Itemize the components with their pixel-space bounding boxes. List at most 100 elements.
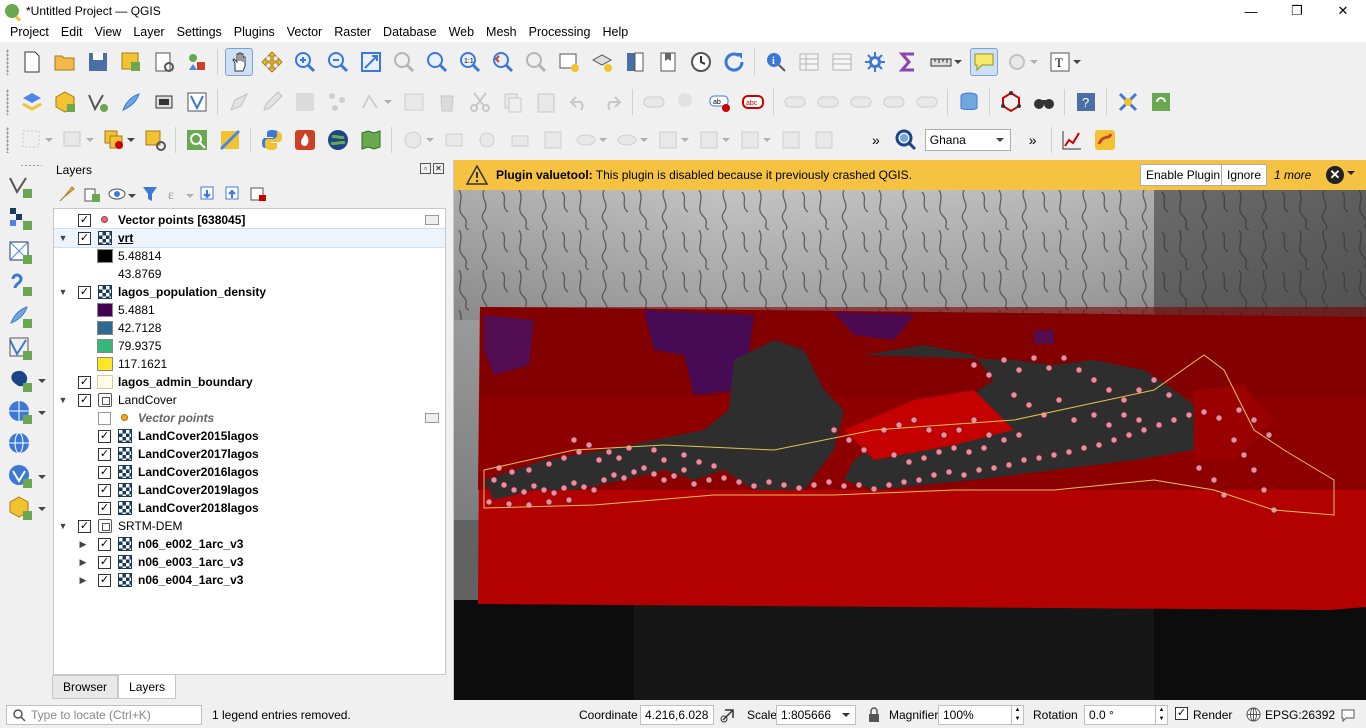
style-manager-icon[interactable] (184, 49, 210, 75)
menu-project[interactable]: Project (10, 25, 49, 39)
settings-cog-icon[interactable] (1004, 49, 1038, 75)
menu-processing[interactable]: Processing (528, 25, 591, 39)
field-calculator-icon[interactable] (217, 127, 243, 153)
topology-checker-icon[interactable] (998, 89, 1024, 115)
menu-view[interactable]: View (94, 25, 122, 39)
collapse-all-icon[interactable] (222, 183, 244, 205)
pin-labels-icon[interactable] (674, 89, 700, 115)
zoom-to-selection-icon[interactable] (391, 49, 417, 75)
filter-by-expression-icon[interactable]: ε (164, 183, 194, 205)
more-messages-link[interactable]: 1 more (1274, 168, 1312, 182)
toggle-editing-icon[interactable] (259, 89, 285, 115)
open-attribute-table-icon[interactable] (796, 49, 822, 75)
expand-arrow-icon[interactable]: ▼ (58, 287, 68, 297)
label-properties-icon[interactable] (914, 89, 940, 115)
add-feature-icon[interactable] (325, 89, 351, 115)
add-mesh-icon[interactable] (184, 89, 210, 115)
offset-curve-icon[interactable] (540, 127, 566, 153)
layer-n06-e003[interactable]: ▶ ✓ n06_e003_1arc_v3 (54, 553, 445, 571)
close-message-icon[interactable]: ✕ (1326, 166, 1344, 184)
add-spatialite-icon[interactable] (6, 302, 34, 330)
open-layer-styling-icon[interactable] (56, 183, 78, 205)
redo-icon[interactable] (599, 89, 625, 115)
label-style-icon[interactable]: abc (740, 89, 766, 115)
add-delimited-text-icon[interactable] (6, 270, 34, 298)
new-map-view-icon[interactable] (556, 49, 582, 75)
layer-landcover2016[interactable]: ✓ LandCover2016lagos (54, 463, 445, 481)
new-3d-map-icon[interactable] (589, 49, 615, 75)
zoom-native-resolution-icon[interactable]: 1:1 (457, 49, 483, 75)
layer-visibility-checkbox[interactable] (98, 411, 111, 425)
fill-ring-icon[interactable] (696, 127, 730, 153)
plugin-fire-icon[interactable] (292, 127, 318, 153)
menu-database[interactable]: Database (383, 25, 437, 39)
crs-label[interactable]: EPSG:26392 (1265, 708, 1336, 722)
open-project-icon[interactable] (52, 49, 78, 75)
new-spatialite-icon[interactable] (118, 89, 144, 115)
scale-field[interactable]: 1:805666 (776, 705, 856, 725)
layer-n06-e004[interactable]: ▶ ✓ n06_e004_1arc_v3 (54, 571, 445, 589)
menu-layer[interactable]: Layer (133, 25, 165, 39)
label-tool-icon[interactable] (641, 89, 667, 115)
new-virtual-layer-icon[interactable] (151, 89, 177, 115)
globe-plugin-icon[interactable] (325, 127, 351, 153)
bookmark-icon[interactable] (622, 49, 648, 75)
expand-all-icon[interactable] (197, 183, 219, 205)
refresh-icon[interactable] (721, 49, 747, 75)
locator-search-icon[interactable] (184, 127, 210, 153)
locator-search-icon[interactable] (893, 127, 919, 153)
embedded-widget-icon[interactable] (425, 413, 439, 423)
add-geopackage-icon[interactable] (6, 494, 46, 522)
minimize-button[interactable]: — (1244, 3, 1258, 19)
layer-landcover2018[interactable]: ✓ LandCover2018lagos (54, 499, 445, 517)
db-manager-icon[interactable] (956, 89, 982, 115)
menu-web[interactable]: Web (448, 25, 475, 39)
show-hide-labels-icon[interactable] (881, 89, 907, 115)
collapse-arrow-icon[interactable]: ▶ (79, 574, 87, 585)
digitize-shape-icon[interactable] (400, 127, 434, 153)
close-window-button[interactable]: ✕ (1337, 3, 1349, 18)
rotation-field[interactable]: 0.0 ° ▲ ▼ (1084, 705, 1168, 725)
zoom-next-icon[interactable] (523, 49, 549, 75)
save-project-icon[interactable] (85, 49, 111, 75)
deselect-features-icon[interactable] (101, 127, 135, 153)
enable-plugin-button[interactable]: Enable Plugin (1140, 164, 1227, 186)
split-features-icon[interactable] (474, 127, 500, 153)
group-srtm-dem[interactable]: ▼ ✓ SRTM-DEM (54, 517, 445, 535)
layer-vector-points-disabled[interactable]: Vector points (54, 409, 445, 427)
plugin-reload-icon[interactable] (1148, 89, 1174, 115)
select-by-value-icon[interactable] (60, 127, 94, 153)
layer-visibility-checkbox[interactable]: ✓ (78, 375, 91, 389)
new-geopackage-icon[interactable] (52, 89, 78, 115)
add-vector-layer-icon[interactable] (6, 172, 34, 200)
text-annotation-icon[interactable]: T (1047, 49, 1081, 75)
reshape-icon[interactable] (441, 127, 467, 153)
map-plugin-icon[interactable] (358, 127, 384, 153)
pan-map-icon[interactable] (224, 48, 253, 76)
ignore-button[interactable]: Ignore (1221, 164, 1268, 186)
profile-tool-icon[interactable] (1059, 127, 1085, 153)
simplify-icon[interactable] (614, 127, 648, 153)
plugin-tools-icon[interactable] (1115, 89, 1141, 115)
lock-icon[interactable] (867, 707, 881, 723)
cut-features-icon[interactable] (467, 89, 493, 115)
merge-features-icon[interactable] (507, 127, 533, 153)
add-group-icon[interactable] (81, 183, 103, 205)
locator-input[interactable]: Type to locate (Ctrl+K) (6, 705, 202, 725)
layer-visibility-checkbox[interactable]: ✓ (98, 483, 111, 497)
layer-landcover2015[interactable]: ✓ LandCover2015lagos (54, 427, 445, 445)
menu-plugins[interactable]: Plugins (233, 25, 275, 39)
extents-toggle-icon[interactable] (720, 707, 736, 723)
layer-vector-points[interactable]: ✓ Vector points [638045] (54, 211, 445, 229)
vertex-tool-icon[interactable] (358, 89, 392, 115)
add-raster-layer-icon[interactable] (6, 204, 34, 232)
delete-ring-icon[interactable] (737, 127, 771, 153)
select-location-icon[interactable] (142, 127, 168, 153)
save-edits-icon[interactable] (292, 89, 318, 115)
copy-features-icon[interactable] (500, 89, 526, 115)
embedded-widget-icon[interactable] (425, 215, 439, 225)
add-ring-icon[interactable] (655, 127, 689, 153)
render-checkbox[interactable]: ✓ (1175, 707, 1188, 720)
processing-toolbox-icon[interactable] (862, 49, 888, 75)
delete-selected-icon[interactable] (434, 89, 460, 115)
